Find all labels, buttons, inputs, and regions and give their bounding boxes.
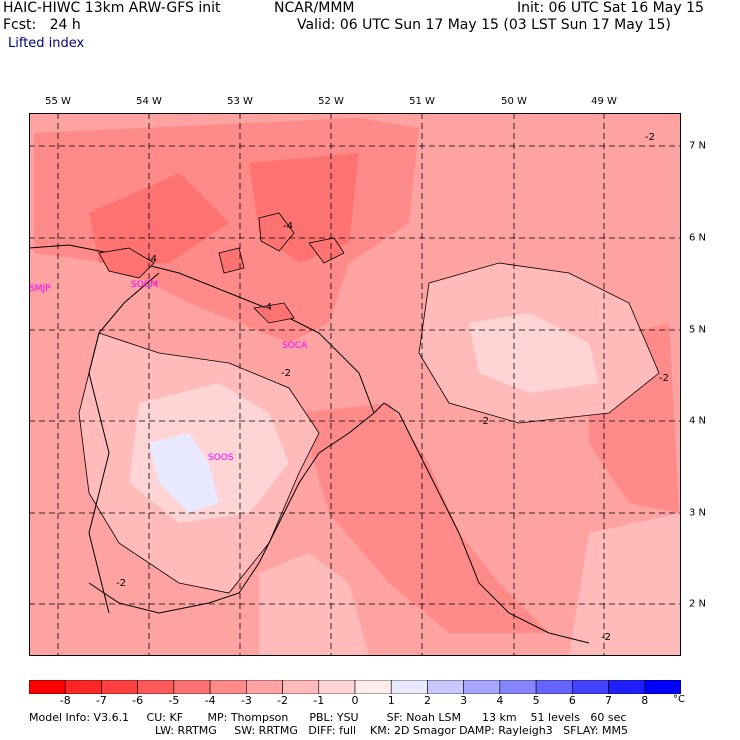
colorbar-swatch [499,680,537,694]
lon-label: 50 W [501,96,527,107]
lat-label: 3 N [689,507,707,519]
lat-label: 6 N [689,232,707,244]
contour-label: -4 [283,221,293,232]
model-info-line2: LW: RRTMG SW: RRTMG DIFF: full KM: 2D Sm… [155,724,628,737]
contour-line [253,302,295,324]
colorbar-tick-label: 7 [605,694,613,707]
contour-line [218,247,245,274]
lon-label: 54 W [136,96,162,107]
colorbar-swatch [354,680,392,694]
model-info-line1: Model Info: V3.6.1 CU: KF MP: Thompson P… [29,711,627,724]
contour-label: -2 [659,373,669,384]
colorbar-swatch [64,680,102,694]
border-line [88,272,160,614]
contour-line [78,332,320,594]
colorbar-tick-label: -2 [277,694,289,707]
lon-label: 53 W [227,96,253,107]
forecast-hour: Fcst: 24 h [3,17,81,33]
init-time: Init: 06 UTC Sat 16 May 15 [517,0,704,16]
colorbar-unit: °C [673,694,685,705]
contour-line [308,237,345,264]
colorbar-swatch [29,680,66,694]
colorbar [29,680,681,694]
region-li-0 [469,313,599,393]
lon-label: 51 W [409,96,435,107]
org-label: NCAR/MMM [274,0,355,16]
colorbar-swatch [427,680,464,694]
contour-line [418,262,660,424]
station-label: SOOS [208,453,234,463]
colorbar-tick-label: -5 [168,694,180,707]
colorbar-tick-label: 8 [641,694,649,707]
region-li-plus1 [149,433,219,513]
colorbar-swatch [173,680,211,694]
station-label: SMJP [29,284,51,294]
colorbar-tick-label: 2 [423,694,431,707]
colorbar-tick-label: 4 [496,694,504,707]
coastline [29,244,375,414]
colorbar-tick-label: -8 [59,694,71,707]
contour-label: -2 [479,416,489,427]
colorbar-swatch [535,680,573,694]
lat-label: 2 N [689,598,707,610]
colorbar-swatch [463,680,501,694]
colorbar-tick-label: -7 [95,694,107,707]
colorbar-swatch [608,680,646,694]
contour-line [98,247,155,279]
colorbar-swatch [137,680,175,694]
contour-label: -2 [645,132,655,143]
contour-label: -2 [116,578,126,589]
contour-label: -4 [147,254,157,265]
model-title: HAIC-HIWC 13km ARW-GFS init [3,0,221,16]
map-frame [29,113,681,656]
colorbar-tick-label: -4 [204,694,216,707]
colorbar-swatch [644,680,681,694]
colorbar-swatch [101,680,138,694]
colorbar-tick-label: 1 [387,694,395,707]
lat-lon-grid [29,113,681,656]
contour-label: -2 [281,368,291,379]
colorbar-tick-label: 6 [568,694,576,707]
region-li-minus1 [259,553,369,656]
colorbar-tick-label: 0 [351,694,359,707]
station-label: SOCA [282,341,308,351]
colorbar-tick-label: 5 [532,694,540,707]
colorbar-swatch [209,680,247,694]
lon-label: 52 W [318,96,344,107]
lat-label: 4 N [689,415,707,427]
region-li-minus4 [299,403,549,633]
lat-label: 5 N [689,324,707,336]
lon-label: 55 W [45,96,71,107]
lifted-index-map [29,113,681,656]
lon-label: 49 W [591,96,617,107]
colorbar-tick-label: -3 [240,694,252,707]
contour-label: -2 [601,632,611,643]
valid-time: Valid: 06 UTC Sun 17 May 15 (03 LST Sun … [297,17,671,33]
colorbar-swatch [282,680,320,694]
contour-line [258,212,295,252]
colorbar-tick-label: -6 [132,694,144,707]
colorbar-swatch [390,680,428,694]
colorbar-tick-label: -1 [313,694,325,707]
field-title: Lifted index [8,36,85,51]
colorbar-swatch [318,680,356,694]
lat-label: 7 N [689,140,707,152]
colorbar-swatch [572,680,609,694]
colorbar-tick-label: 3 [460,694,468,707]
region-li-minus5 [89,173,229,263]
contour-label: -4 [262,302,272,313]
station-label: SOCM [131,280,158,290]
region-li-minus1 [569,513,681,656]
colorbar-swatch [246,680,283,694]
border-line [88,412,375,614]
